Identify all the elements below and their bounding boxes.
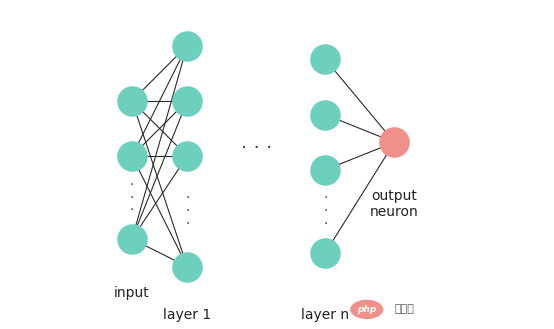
Text: ·
·
·: · · · [185, 191, 189, 231]
Text: php: php [357, 305, 377, 314]
Text: layer 1: layer 1 [163, 308, 211, 322]
Ellipse shape [350, 300, 383, 319]
Text: input: input [114, 286, 150, 300]
Text: ·
·
·: · · · [323, 191, 327, 231]
Text: output
neuron: output neuron [370, 189, 419, 219]
Text: . . .: . . . [240, 133, 272, 152]
Text: ·
·
·: · · · [130, 178, 134, 217]
Text: 中文网: 中文网 [394, 304, 414, 315]
Text: layer n: layer n [301, 308, 350, 322]
